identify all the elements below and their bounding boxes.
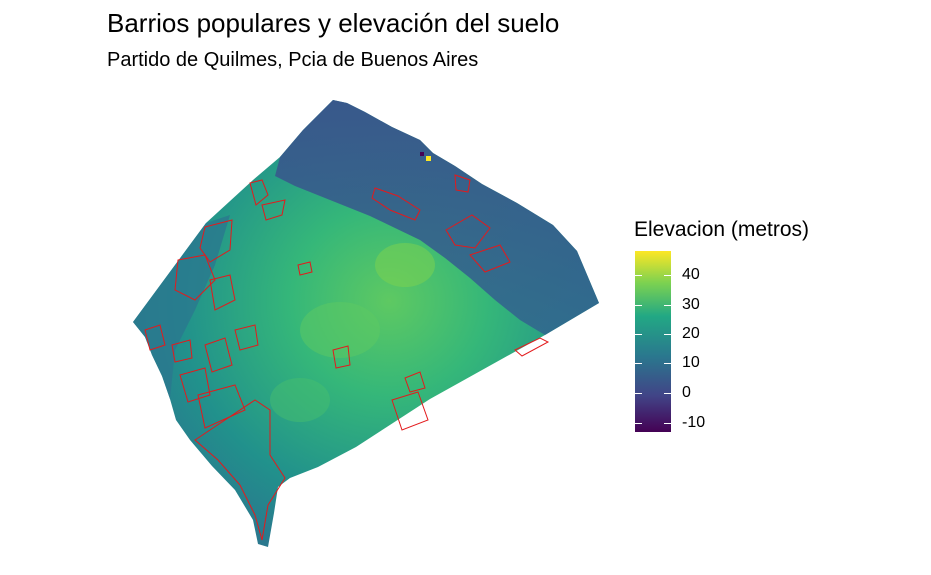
legend-tick-mark — [664, 363, 671, 364]
legend-title: Elevacion (metros) — [634, 218, 810, 241]
legend-tick-mark — [664, 275, 671, 276]
legend-tick-mark — [635, 363, 642, 364]
legend-tick-mark — [664, 305, 671, 306]
barrios-outlines — [144, 174, 550, 541]
map-subtitle: Partido de Quilmes, Pcia de Buenos Aires — [107, 49, 479, 71]
map-title: Barrios populares y elevación del suelo — [107, 8, 560, 38]
legend-tick-label: 40 — [682, 266, 700, 283]
legend-tick-mark — [635, 334, 642, 335]
legend-tick-label: -10 — [682, 414, 706, 431]
legend-tick-mark — [664, 334, 671, 335]
legend-tick-mark — [635, 275, 642, 276]
legend-tick-label: 20 — [682, 325, 700, 342]
legend-tick-mark — [635, 305, 642, 306]
lowland-band — [275, 100, 599, 335]
legend-colorbar — [635, 251, 671, 432]
legend-tick-label: 30 — [682, 296, 700, 313]
west-edge-shade — [133, 215, 230, 399]
legend-tick-mark — [664, 393, 671, 394]
legend-tick-mark — [664, 423, 671, 424]
legend-tick-label: 10 — [682, 354, 700, 371]
legend-tick-mark — [635, 423, 642, 424]
legend-tick-mark — [635, 393, 642, 394]
legend-tick-label: 0 — [682, 384, 691, 401]
